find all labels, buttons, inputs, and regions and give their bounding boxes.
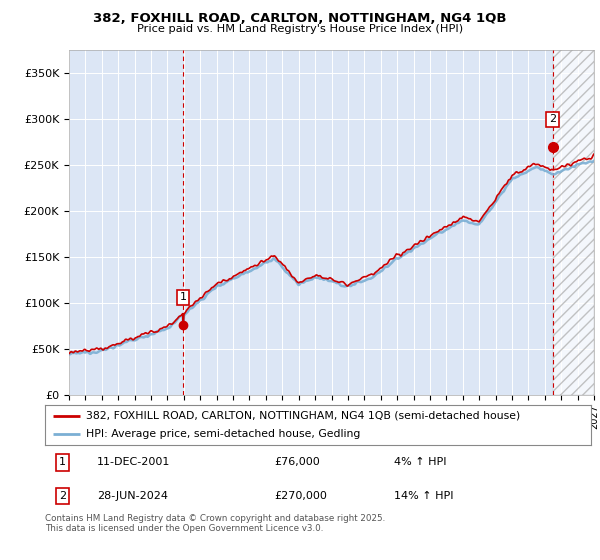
Text: 1: 1 — [59, 458, 65, 468]
Text: 14% ↑ HPI: 14% ↑ HPI — [394, 491, 454, 501]
Text: 2: 2 — [59, 491, 66, 501]
Text: 28-JUN-2024: 28-JUN-2024 — [97, 491, 168, 501]
Text: 4% ↑ HPI: 4% ↑ HPI — [394, 458, 447, 468]
Text: HPI: Average price, semi-detached house, Gedling: HPI: Average price, semi-detached house,… — [86, 430, 361, 439]
Text: 2: 2 — [549, 114, 556, 124]
Text: £270,000: £270,000 — [274, 491, 327, 501]
Text: Price paid vs. HM Land Registry's House Price Index (HPI): Price paid vs. HM Land Registry's House … — [137, 24, 463, 34]
Text: 1: 1 — [179, 292, 187, 302]
Text: Contains HM Land Registry data © Crown copyright and database right 2025.
This d: Contains HM Land Registry data © Crown c… — [45, 514, 385, 534]
Text: 382, FOXHILL ROAD, CARLTON, NOTTINGHAM, NG4 1QB: 382, FOXHILL ROAD, CARLTON, NOTTINGHAM, … — [93, 12, 507, 25]
Text: 11-DEC-2001: 11-DEC-2001 — [97, 458, 170, 468]
Text: 382, FOXHILL ROAD, CARLTON, NOTTINGHAM, NG4 1QB (semi-detached house): 382, FOXHILL ROAD, CARLTON, NOTTINGHAM, … — [86, 411, 520, 421]
Text: £76,000: £76,000 — [274, 458, 320, 468]
